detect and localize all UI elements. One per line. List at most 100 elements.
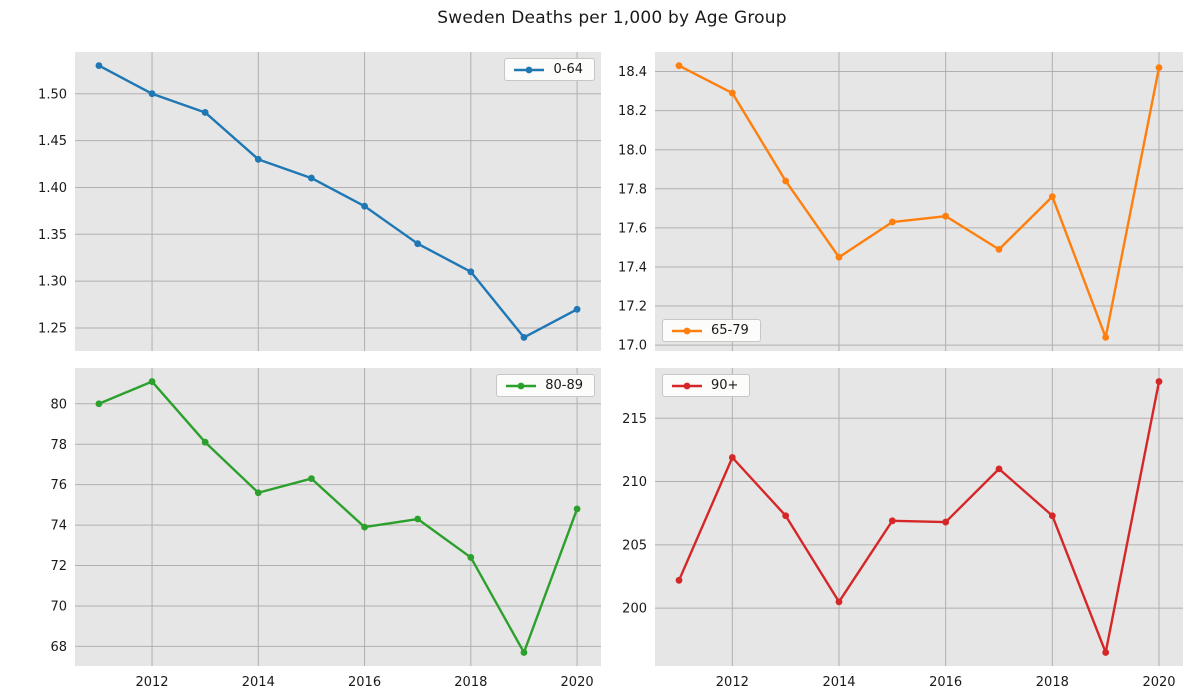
- plot-background: [75, 52, 601, 351]
- y-tick-label: 17.2: [618, 300, 647, 315]
- y-tick-label: 17.4: [618, 261, 647, 276]
- y-tick-label: 78: [50, 438, 67, 453]
- plot-background: [75, 368, 601, 666]
- data-point-marker: [308, 475, 315, 482]
- subplot-0-64: 1.25 1.30 1.35 1.40 1.45 1.50 0-64: [38, 52, 601, 351]
- data-line-0-64: [97, 64, 579, 339]
- data-point-marker: [995, 465, 1003, 473]
- x-tick-label: 2012: [135, 675, 168, 690]
- plot-background: [655, 368, 1183, 666]
- y-tick-label: 76: [50, 478, 67, 493]
- data-point-marker: [728, 454, 736, 461]
- y-tick-label: 18.0: [618, 143, 647, 158]
- y-tick-label: 17.6: [618, 221, 647, 236]
- y-tick-label: 215: [622, 412, 647, 427]
- legend-line-icon: [506, 382, 537, 389]
- y-tick-label: 1.40: [38, 181, 67, 196]
- legend-0-64: 0-64: [504, 58, 595, 81]
- data-point-marker: [728, 89, 736, 97]
- y-tick-label: 68: [50, 640, 67, 655]
- data-point-marker: [573, 305, 581, 313]
- x-tick-label: 2018: [1036, 675, 1069, 690]
- data-point-marker: [888, 517, 896, 525]
- data-point-marker: [467, 268, 475, 276]
- data-point-marker: [414, 515, 422, 523]
- x-tick-label: 2012: [716, 675, 749, 690]
- y-tick-label: 1.50: [38, 87, 67, 102]
- data-point-marker: [1102, 333, 1110, 341]
- data-point-marker: [148, 90, 156, 98]
- data-line-80-89: [97, 380, 579, 654]
- data-point-marker: [201, 438, 209, 446]
- data-point-marker: [1048, 512, 1056, 520]
- data-point-marker: [942, 518, 950, 526]
- subplot-90-plus: 200 205 210 215 2012 2014 2016 2018 2020 90+: [622, 368, 1183, 690]
- chart-area-80-89: 68 70 72 74 76 78 80 2012 2014 2016 2018 2020: [50, 368, 601, 690]
- y-tick-label: 80: [50, 397, 67, 412]
- data-line-65-79: [677, 64, 1161, 339]
- data-point-marker: [782, 512, 790, 520]
- legend-label: 90+: [711, 378, 739, 393]
- data-point-marker: [361, 523, 368, 531]
- data-point-marker: [361, 202, 368, 210]
- chart-area-65-79: 17.0 17.2 17.4 17.6 17.8 18.0 18.2 18.4: [618, 52, 1183, 354]
- data-point-marker: [675, 62, 683, 70]
- data-point-marker: [1155, 378, 1163, 385]
- data-point-marker: [520, 649, 528, 656]
- data-point-marker: [995, 245, 1003, 253]
- x-tick-label: 2020: [1142, 675, 1175, 690]
- data-point-marker: [414, 240, 422, 248]
- y-tick-label: 210: [622, 475, 647, 490]
- legend-line-icon: [672, 327, 702, 334]
- y-tick-label: 72: [50, 559, 67, 574]
- data-point-marker: [201, 109, 209, 116]
- data-point-marker: [835, 598, 843, 606]
- subplot-80-89: 68 70 72 74 76 78 80 2012 2014 2016 2018 2020 80-89: [50, 368, 601, 690]
- chart-area-0-64: 1.25 1.30 1.35 1.40 1.45 1.50: [38, 52, 601, 351]
- y-tick-label: 1.30: [38, 275, 67, 290]
- x-tick-label: 2016: [929, 675, 962, 690]
- x-tick-label: 2020: [561, 675, 594, 690]
- data-point-marker: [95, 400, 103, 408]
- y-tick-label: 74: [50, 519, 67, 534]
- data-point-marker: [254, 489, 262, 497]
- data-point-marker: [254, 155, 262, 163]
- y-tick-label: 1.45: [38, 134, 67, 149]
- data-point-marker: [308, 174, 315, 182]
- legend-80-89: 80-89: [496, 374, 595, 397]
- y-tick-label: 70: [50, 600, 67, 615]
- y-tick-label: 200: [622, 602, 647, 617]
- data-point-marker: [1048, 193, 1056, 201]
- data-point-marker: [467, 554, 475, 561]
- x-tick-label: 2014: [242, 675, 275, 690]
- legend-label: 65-79: [711, 323, 749, 338]
- data-point-marker: [1102, 649, 1110, 656]
- data-point-marker: [942, 212, 950, 220]
- x-tick-label: 2018: [454, 675, 487, 690]
- data-point-marker: [782, 177, 790, 185]
- data-point-marker: [95, 62, 103, 69]
- legend-90-plus: 90+: [662, 374, 751, 397]
- legend-line-icon: [672, 382, 702, 389]
- y-tick-label: 1.25: [38, 322, 67, 337]
- y-tick-label: 17.0: [618, 339, 647, 354]
- y-tick-label: 18.4: [618, 65, 647, 80]
- chart-area-90-plus: 200 205 210 215 2012 2014 2016 2018 2020: [622, 368, 1183, 690]
- legend-label: 80-89: [545, 378, 583, 393]
- data-point-marker: [573, 505, 581, 513]
- data-point-marker: [675, 576, 683, 584]
- y-tick-label: 17.8: [618, 182, 647, 197]
- data-point-marker: [1155, 64, 1163, 72]
- legend-line-icon: [514, 66, 545, 73]
- x-tick-label: 2016: [348, 675, 381, 690]
- data-point-marker: [888, 218, 896, 226]
- data-line-90+: [677, 380, 1161, 654]
- subplot-65-79: 17.0 17.2 17.4 17.6 17.8 18.0 18.2 18.4 65-79: [618, 52, 1183, 354]
- legend-65-79: 65-79: [662, 319, 761, 342]
- plot-background: [655, 52, 1183, 351]
- data-point-marker: [520, 334, 528, 341]
- y-tick-label: 18.2: [618, 104, 647, 119]
- data-point-marker: [148, 378, 156, 385]
- legend-label: 0-64: [553, 62, 583, 77]
